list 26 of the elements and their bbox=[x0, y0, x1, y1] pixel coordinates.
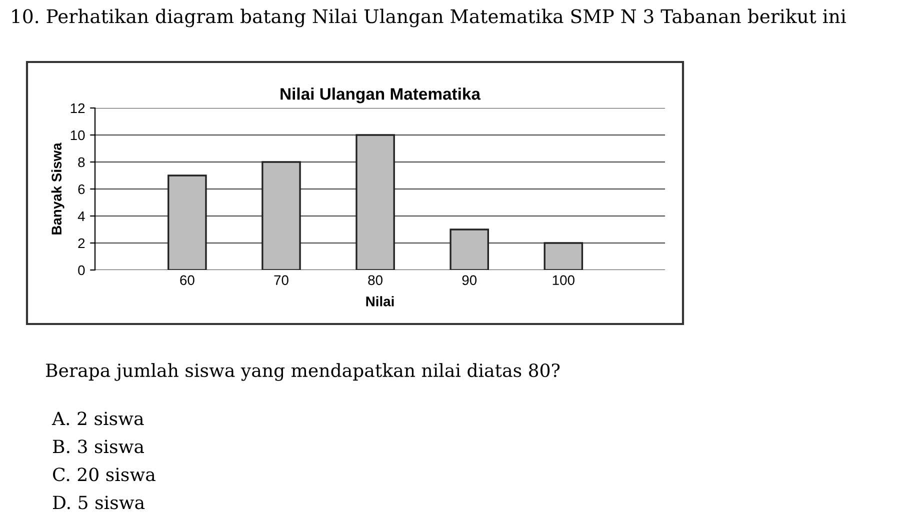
y-tick-label: 10 bbox=[70, 130, 85, 140]
x-tick-label: 100 bbox=[552, 275, 574, 286]
chart-title: Nilai Ulangan Matematika bbox=[280, 88, 481, 104]
text: B. 3 siswa bbox=[52, 440, 144, 454]
x-tick-label: 60 bbox=[180, 275, 194, 286]
y-tick-label: 12 bbox=[70, 103, 85, 114]
x-tick-label: 70 bbox=[274, 275, 288, 286]
bar bbox=[168, 174, 207, 270]
x-axis-title: Nilai bbox=[366, 296, 394, 306]
y-tick-label: 2 bbox=[78, 238, 85, 248]
y-tick-label: 0 bbox=[78, 265, 85, 276]
bar bbox=[450, 228, 490, 270]
y-tick-label: 6 bbox=[78, 184, 85, 194]
text: Berapa jumlah siswa yang mendapatkan nilai diatas 80? bbox=[46, 363, 560, 381]
bar bbox=[356, 134, 395, 270]
y-axis-title: Banyak Siswa bbox=[51, 142, 64, 234]
text: D. 5 siswa bbox=[52, 496, 145, 510]
y-tick-label: 8 bbox=[78, 157, 85, 168]
bar bbox=[544, 242, 584, 270]
y-tick-label: 4 bbox=[78, 211, 85, 222]
bar bbox=[262, 161, 301, 270]
text: 10. Perhatikan diagram batang Nilai Ulangan Matematika SMP N 3 Tabanan berikut ini bbox=[12, 8, 846, 28]
text: C. 20 siswa bbox=[53, 468, 156, 482]
x-tick-label: 80 bbox=[368, 275, 382, 286]
x-tick-label: 90 bbox=[462, 275, 477, 286]
text: A. 2 siswa bbox=[52, 412, 144, 426]
